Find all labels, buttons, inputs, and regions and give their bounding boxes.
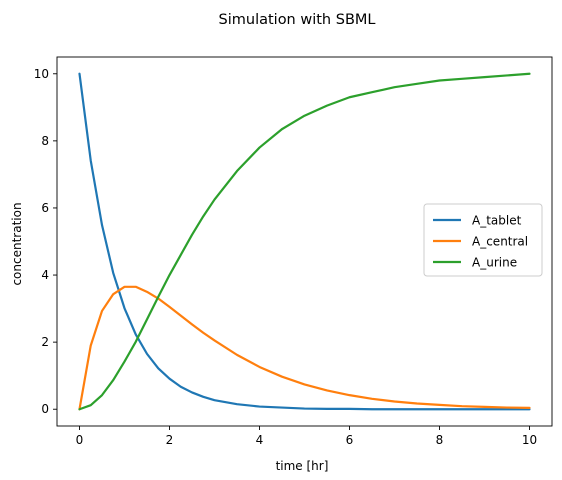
x-tick-label: 2 bbox=[166, 433, 174, 447]
x-tick-label: 4 bbox=[256, 433, 264, 447]
x-axis-label: time [hr] bbox=[276, 459, 329, 473]
x-tick-label: 0 bbox=[76, 433, 84, 447]
y-tick-label: 8 bbox=[41, 134, 49, 148]
legend-label: A_central bbox=[472, 235, 528, 249]
y-tick-label: 6 bbox=[41, 201, 49, 215]
chart-title: Simulation with SBML bbox=[219, 12, 376, 28]
legend: A_tablet A_central A_urine bbox=[423, 203, 543, 277]
x-tick-label: 6 bbox=[346, 433, 354, 447]
axes-frame bbox=[56, 56, 553, 427]
x-tick-label: 8 bbox=[436, 433, 444, 447]
y-axis-label: concentration bbox=[10, 202, 24, 285]
y-tick-label: 4 bbox=[41, 268, 49, 282]
y-tick-label: 0 bbox=[41, 402, 49, 416]
y-tick-label: 2 bbox=[41, 335, 49, 349]
series-line-a-tablet bbox=[78, 72, 531, 411]
x-tick-label: 10 bbox=[522, 433, 537, 447]
legend-label: A_tablet bbox=[472, 214, 522, 228]
series-line-a-urine bbox=[78, 72, 531, 411]
plot-area: 0 2 4 6 8 10 0 2 4 6 8 10 bbox=[34, 56, 553, 447]
legend-label: A_urine bbox=[472, 256, 517, 270]
legend-box bbox=[423, 203, 543, 277]
series-line-a-central bbox=[78, 285, 531, 411]
y-tick-label: 10 bbox=[34, 67, 49, 81]
